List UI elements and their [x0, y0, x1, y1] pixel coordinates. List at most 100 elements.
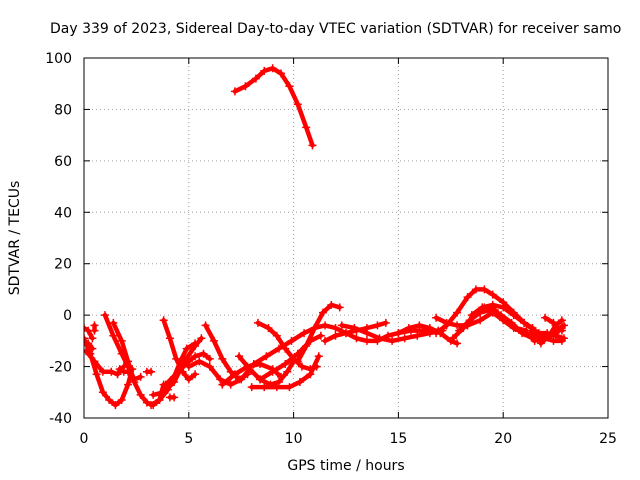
data-point: [557, 326, 566, 335]
series-arc-31: [84, 324, 97, 343]
data-point: [557, 316, 566, 325]
data-point: [107, 367, 116, 376]
x-tick-label: 10: [285, 431, 303, 447]
data-point: [465, 316, 474, 325]
series-arc-14: [247, 352, 323, 392]
data-point: [247, 383, 256, 392]
data-point: [327, 300, 336, 309]
data-point: [199, 349, 208, 358]
x-tick-label: 0: [80, 431, 89, 447]
data-point: [406, 326, 415, 335]
data-point: [300, 329, 309, 338]
x-tick-label: 25: [599, 431, 617, 447]
data-point: [100, 311, 109, 320]
data-point: [155, 396, 164, 404]
data-point: [293, 100, 302, 109]
data-point: [235, 352, 244, 361]
data-point: [264, 324, 273, 332]
data-point: [342, 329, 350, 338]
data-point: [218, 380, 227, 389]
data-point: [268, 367, 277, 376]
data-point: [230, 87, 239, 96]
data-point: [149, 390, 158, 399]
data-point: [124, 367, 133, 376]
data-point: [337, 321, 346, 330]
y-tick-label: 60: [54, 154, 72, 170]
series-line: [84, 348, 127, 377]
data-point: [147, 367, 156, 376]
data-point: [195, 357, 204, 366]
data-point: [350, 324, 359, 332]
data-point: [559, 321, 568, 330]
data-point: [174, 367, 183, 376]
data-point: [84, 324, 88, 332]
plot-frame: [83, 57, 609, 419]
data-point: [295, 378, 304, 386]
data-point: [520, 318, 529, 327]
series-arc-33: [90, 321, 99, 335]
data-point: [400, 334, 409, 343]
data-point: [182, 344, 191, 353]
data-point: [455, 326, 464, 335]
data-point: [381, 318, 390, 327]
data-point: [272, 331, 281, 340]
data-point: [432, 313, 441, 322]
data-point: [394, 329, 403, 338]
data-point: [136, 372, 145, 381]
grid: [84, 58, 608, 418]
data-point: [147, 401, 156, 410]
series-arc-3: [84, 347, 128, 379]
data-point: [109, 331, 118, 340]
data-point: [463, 293, 472, 302]
data-point: [111, 401, 120, 410]
data-point: [277, 69, 286, 78]
data-point: [172, 354, 181, 363]
data-point: [297, 362, 306, 371]
data-point: [316, 331, 325, 340]
data-point: [331, 331, 340, 340]
data-point: [243, 370, 252, 379]
series-line: [257, 333, 324, 382]
data-point: [415, 321, 424, 330]
data-point: [448, 334, 457, 343]
series-arc-35: [142, 367, 156, 376]
plot-area: [84, 64, 568, 410]
data-point: [205, 354, 214, 363]
data-point: [274, 344, 283, 353]
data-point: [499, 303, 508, 312]
series-arc-17: [293, 300, 344, 366]
data-point: [509, 311, 518, 320]
data-point: [161, 380, 170, 389]
data-point: [124, 380, 133, 389]
data-point: [471, 285, 480, 294]
data-point: [306, 370, 315, 379]
data-point: [388, 336, 397, 345]
data-point: [262, 352, 271, 361]
data-point: [235, 375, 244, 384]
data-point: [302, 123, 311, 132]
data-point: [293, 357, 302, 366]
data-point: [549, 318, 558, 327]
data-point: [201, 321, 210, 330]
data-point: [362, 329, 371, 338]
series-arc-20: [394, 326, 443, 338]
y-tick-label: 100: [45, 51, 72, 67]
data-point: [260, 66, 269, 75]
data-point: [170, 393, 179, 402]
data-point: [241, 82, 250, 91]
data-point: [453, 308, 462, 317]
data-point: [115, 365, 124, 374]
data-point: [191, 342, 200, 350]
data-point: [541, 313, 550, 322]
data-point: [105, 396, 114, 404]
data-point: [88, 344, 97, 353]
series-arc-10: [201, 321, 252, 384]
data-point: [165, 334, 174, 343]
data-point: [218, 354, 227, 363]
series-line: [161, 318, 198, 382]
data-point: [507, 318, 516, 327]
data-point: [84, 339, 93, 348]
data-point: [170, 378, 179, 386]
data-point: [117, 336, 126, 345]
data-point: [272, 383, 281, 392]
